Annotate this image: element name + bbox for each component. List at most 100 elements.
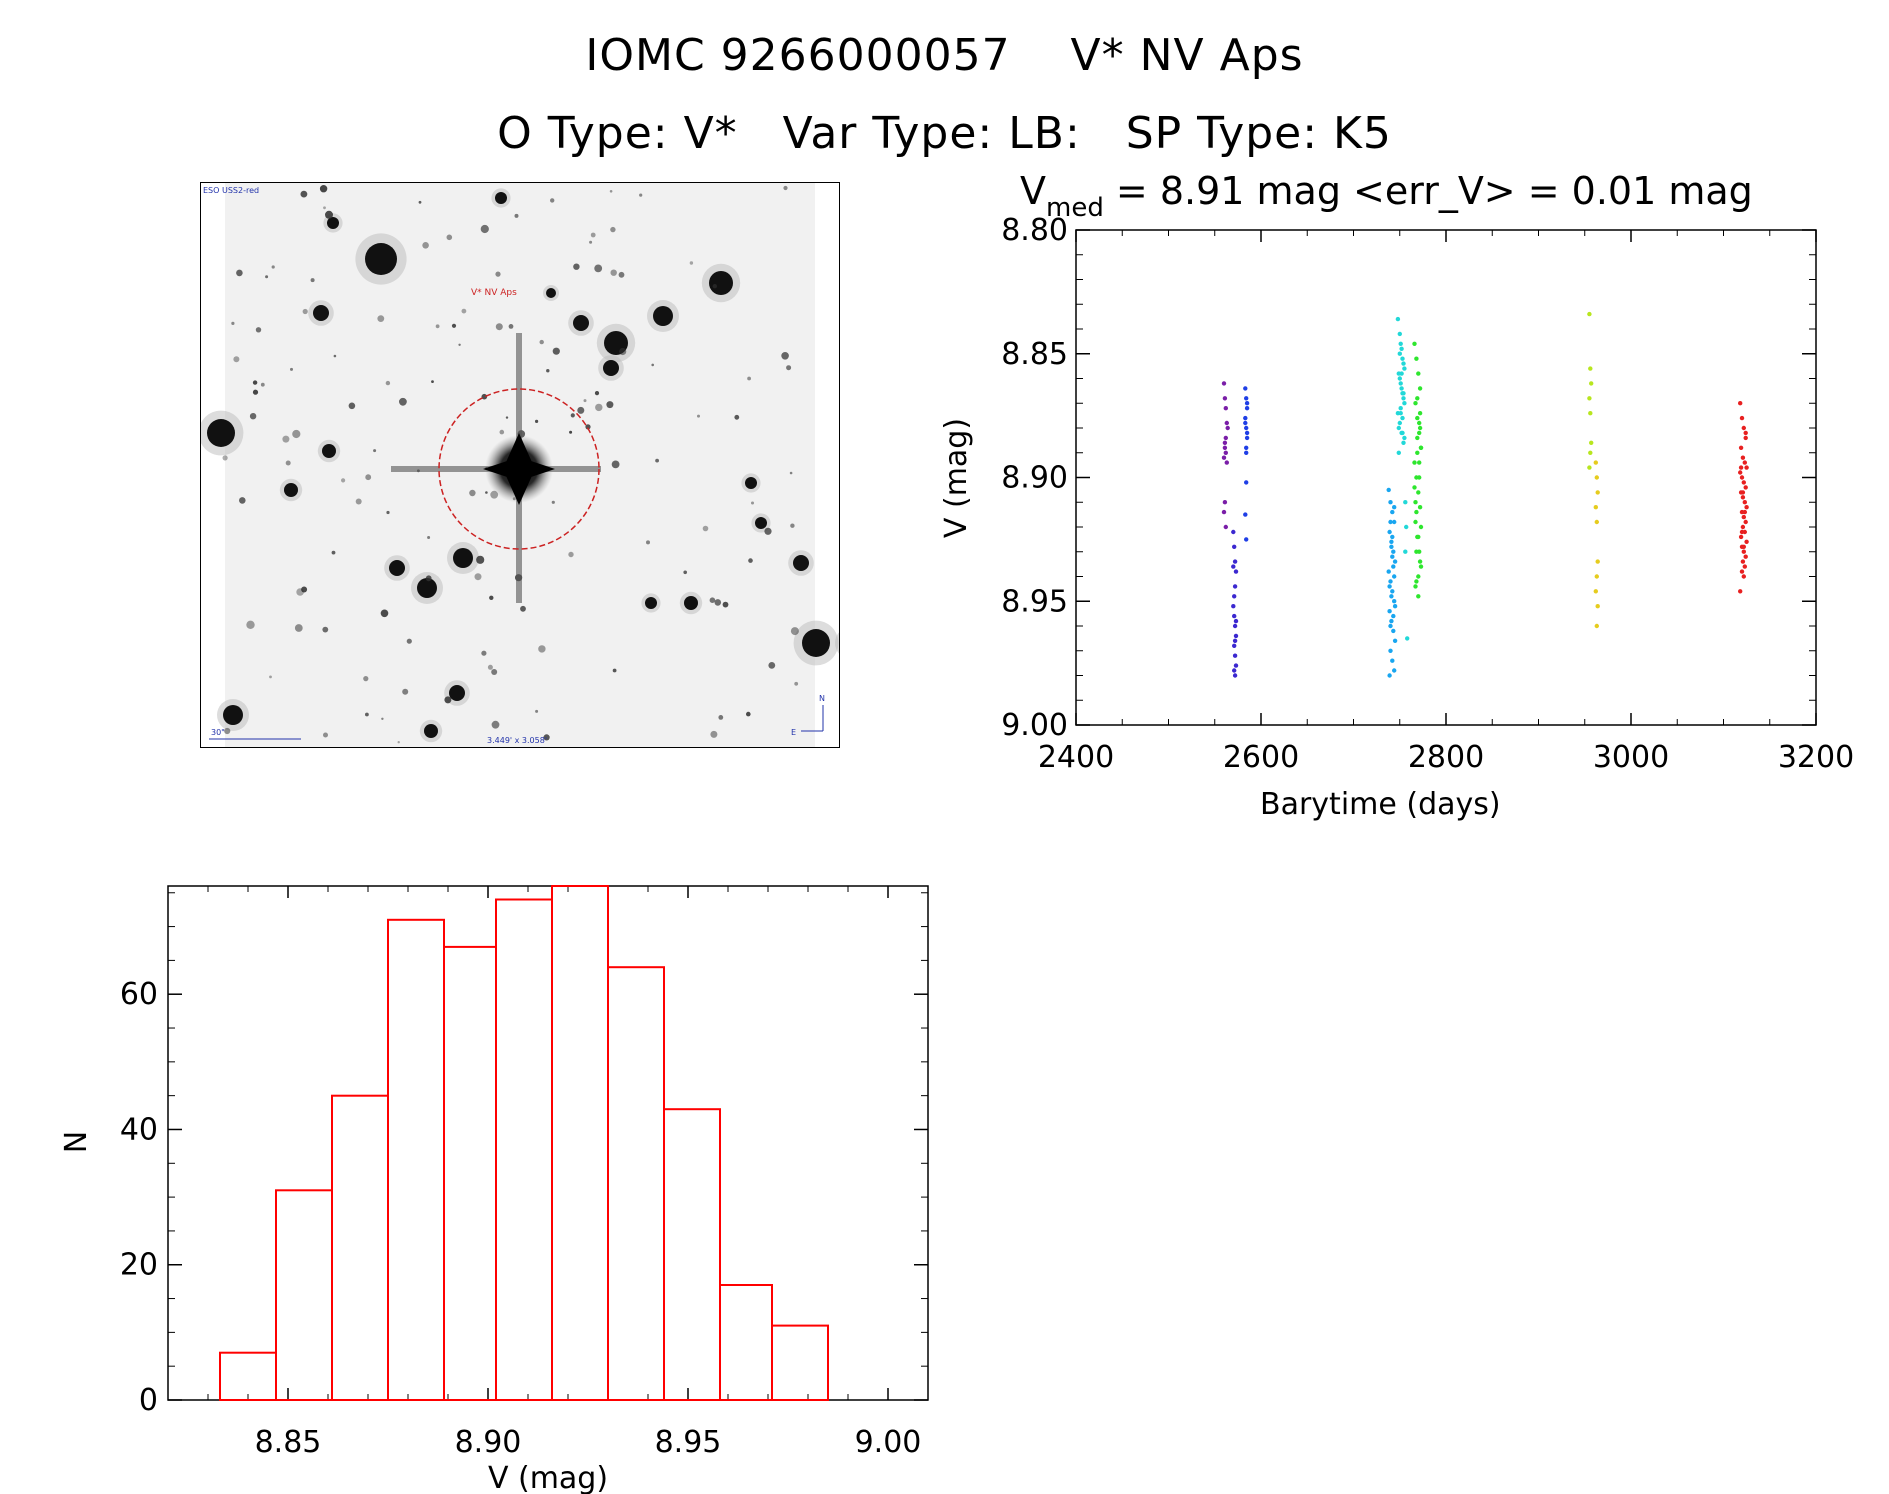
star — [610, 269, 617, 276]
star — [252, 389, 259, 395]
data-point — [1397, 331, 1403, 337]
data-point — [1742, 564, 1748, 569]
star — [783, 185, 788, 191]
data-point — [1233, 633, 1239, 639]
data-point — [1415, 450, 1420, 455]
y-tick-label: 40 — [120, 1112, 158, 1147]
star — [495, 323, 503, 331]
star — [646, 540, 650, 545]
star — [487, 664, 493, 670]
star — [568, 551, 574, 558]
star — [745, 477, 757, 489]
data-point — [1594, 519, 1600, 525]
star — [590, 232, 596, 238]
star — [381, 717, 384, 720]
background-stars — [201, 185, 839, 744]
star — [768, 662, 776, 669]
star — [431, 380, 434, 383]
data-point — [1232, 623, 1238, 629]
histogram-axes: 8.85 8.90 8.95 9.00 0 20 40 60 — [120, 886, 929, 1460]
data-point — [1244, 537, 1249, 542]
star — [689, 261, 694, 265]
star — [722, 601, 729, 608]
star — [355, 498, 362, 505]
x-tick-label: 2400 — [1038, 740, 1114, 775]
svg-text:Vmed = 8.91 mag <err_V> = 0.01: Vmed = 8.91 mag <err_V> = 0.01 mag — [1020, 169, 1753, 223]
data-point — [1402, 366, 1407, 371]
histogram-xlabel: V (mag) — [488, 1461, 608, 1494]
star — [546, 288, 556, 298]
data-point — [1222, 440, 1228, 445]
star — [514, 213, 519, 218]
data-point — [1413, 401, 1418, 406]
star — [702, 525, 709, 532]
star — [402, 688, 409, 695]
data-point — [1398, 411, 1403, 416]
data-point — [1402, 401, 1407, 406]
star — [222, 455, 228, 461]
star — [435, 324, 440, 329]
data-point — [1403, 549, 1408, 554]
data-point — [1416, 371, 1421, 376]
data-point — [1387, 584, 1392, 589]
star — [535, 709, 539, 713]
page-title: IOMC 9266000057 V* NV Aps — [585, 30, 1304, 81]
star — [520, 605, 526, 612]
data-point — [1417, 505, 1423, 510]
data-point — [1413, 500, 1418, 505]
histogram-bar — [443, 945, 497, 1402]
data-point — [1740, 559, 1746, 564]
data-point — [1232, 668, 1237, 673]
star — [505, 416, 509, 419]
data-point — [1397, 420, 1403, 426]
y-tick-label: 8.90 — [1001, 461, 1068, 496]
data-point — [1415, 396, 1420, 401]
star — [223, 705, 243, 725]
star — [645, 597, 657, 609]
data-point — [1395, 411, 1401, 416]
histogram-ylabel: N — [59, 1131, 94, 1153]
data-point — [1742, 509, 1748, 515]
histogram-bar — [719, 1284, 773, 1401]
data-point — [1400, 391, 1405, 396]
star — [710, 730, 718, 738]
data-point — [1417, 559, 1423, 564]
y-tick-label: 9.00 — [1001, 708, 1068, 743]
star — [655, 458, 659, 463]
data-point — [1392, 519, 1397, 525]
x-tick-label: 3200 — [1778, 740, 1854, 775]
data-point — [1224, 460, 1230, 465]
star — [603, 360, 619, 376]
data-point — [1416, 594, 1421, 599]
data-point — [1244, 450, 1249, 455]
y-tick-label: 0 — [139, 1383, 158, 1418]
data-point — [1399, 371, 1404, 376]
data-point — [1244, 480, 1249, 485]
data-point — [1244, 406, 1250, 411]
data-point — [1225, 425, 1230, 431]
data-point — [1221, 381, 1227, 386]
star — [802, 629, 830, 657]
data-point — [1400, 356, 1405, 361]
star — [389, 560, 405, 576]
star — [269, 675, 272, 679]
data-point — [1396, 425, 1402, 431]
data-point — [1743, 485, 1748, 490]
data-point — [1223, 406, 1229, 411]
data-point — [1396, 450, 1402, 455]
star — [485, 491, 488, 494]
data-point — [1416, 490, 1421, 495]
star — [255, 327, 262, 333]
data-point — [1405, 636, 1410, 641]
data-point — [1232, 638, 1238, 643]
star — [292, 429, 301, 439]
data-point — [1401, 391, 1406, 396]
data-point — [1223, 450, 1229, 455]
data-point — [1417, 475, 1422, 480]
y-tick-label: 60 — [120, 977, 158, 1012]
star — [282, 435, 290, 443]
star — [418, 200, 422, 204]
data-point — [1389, 539, 1394, 544]
data-point — [1232, 643, 1237, 648]
x-tick-label: 3000 — [1593, 740, 1669, 775]
